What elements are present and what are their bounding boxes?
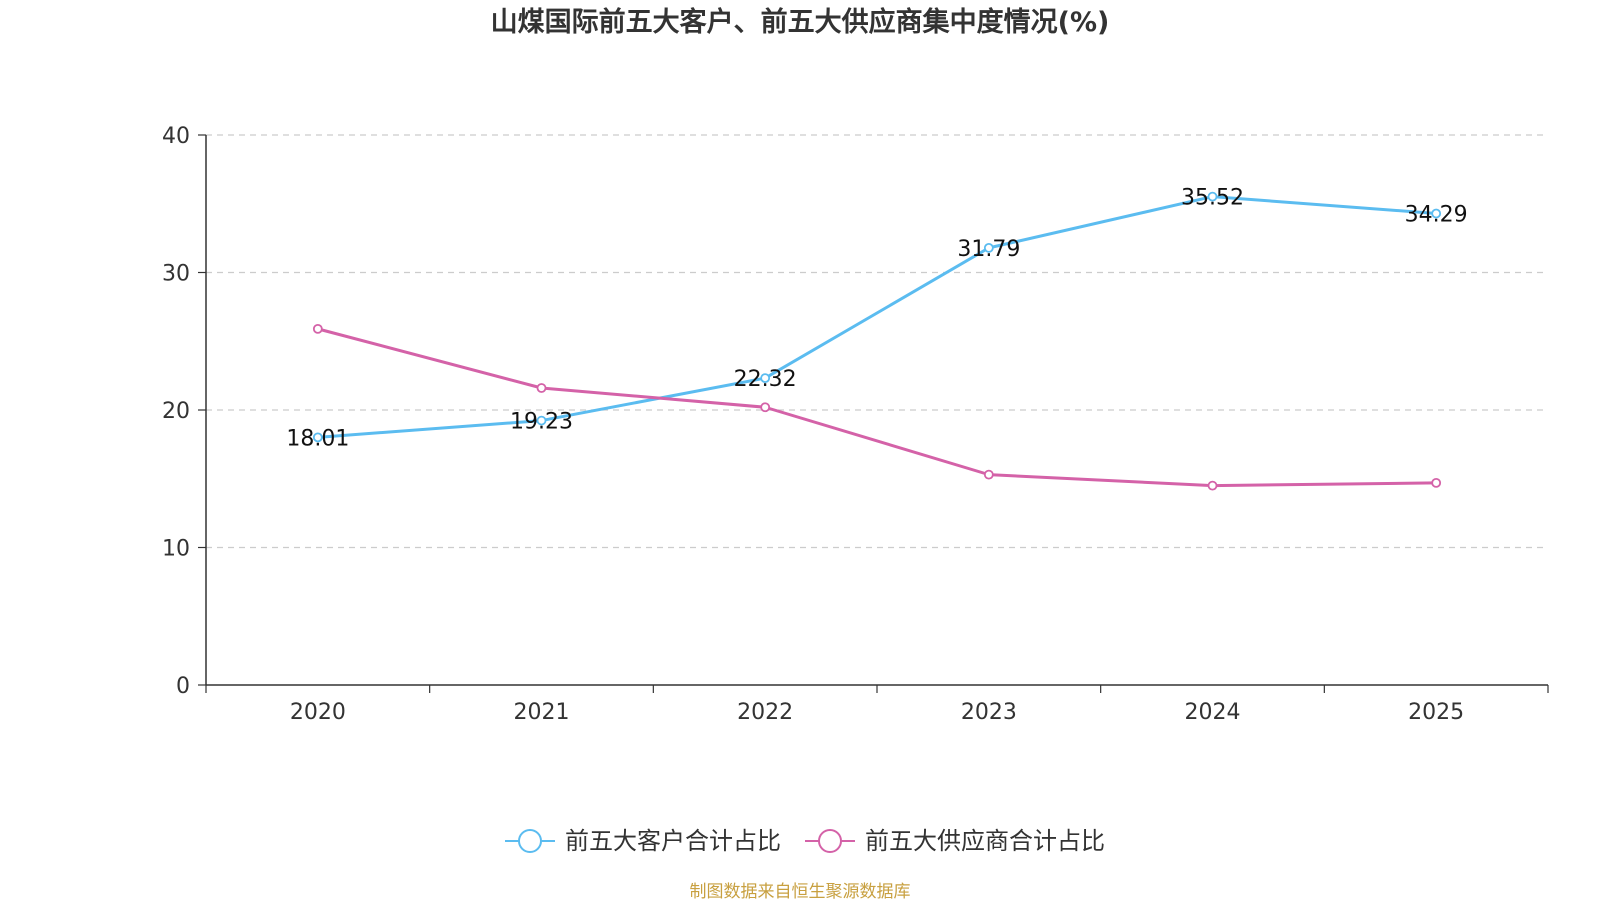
data-label: 19.23 xyxy=(510,410,573,435)
x-tick-label: 2023 xyxy=(961,700,1017,725)
data-label: 22.32 xyxy=(734,367,797,392)
legend-marker-customers xyxy=(518,829,542,853)
x-tick-label: 2022 xyxy=(737,700,793,725)
y-tick-label: 40 xyxy=(162,124,190,149)
data-label: 18.01 xyxy=(286,426,349,451)
data-point xyxy=(536,415,547,426)
series-line-1 xyxy=(317,327,1437,488)
legend-label-suppliers: 前五大供应商合计占比 xyxy=(865,827,1105,855)
x-tick-label: 2025 xyxy=(1408,700,1464,725)
legend-label-customers: 前五大客户合计占比 xyxy=(565,827,781,855)
data-label: 35.52 xyxy=(1181,186,1244,211)
data-point xyxy=(1207,191,1218,202)
data-point xyxy=(983,242,994,253)
series-group xyxy=(312,191,1442,491)
x-tick-label: 2020 xyxy=(290,700,346,725)
data-point xyxy=(312,323,323,334)
data-point xyxy=(760,402,771,413)
data-label: 34.29 xyxy=(1405,203,1468,228)
source-note: 制图数据来自恒生聚源数据库 xyxy=(690,882,911,900)
data-labels: 18.01 19.23 22.32 31.79 35.52 34.29 xyxy=(286,186,1467,452)
x-axis: 2020 2021 2022 2023 2024 2025 xyxy=(205,684,1549,725)
y-tick-label: 30 xyxy=(162,262,190,287)
data-point xyxy=(983,469,994,480)
data-point xyxy=(312,432,323,443)
data-point xyxy=(1207,480,1218,491)
series-line-0 xyxy=(317,195,1437,439)
x-tick-label: 2024 xyxy=(1185,700,1241,725)
data-point xyxy=(1431,477,1442,488)
legend-marker-suppliers xyxy=(818,829,842,853)
y-axis: 0 10 20 30 40 xyxy=(162,124,207,699)
data-point xyxy=(760,373,771,384)
legend-item-customers[interactable]: 前五大客户合计占比 xyxy=(505,827,781,855)
y-tick-label: 10 xyxy=(162,537,190,562)
y-tick-label: 20 xyxy=(162,399,190,424)
data-label: 31.79 xyxy=(957,237,1020,262)
x-tick-label: 2021 xyxy=(514,700,570,725)
grid-lines xyxy=(206,134,1548,549)
legend: 前五大客户合计占比 前五大供应商合计占比 xyxy=(505,827,1105,855)
legend-item-suppliers[interactable]: 前五大供应商合计占比 xyxy=(805,827,1105,855)
data-point xyxy=(536,383,547,393)
y-tick-label: 0 xyxy=(176,674,190,699)
chart-title: 山煤国际前五大客户、前五大供应商集中度情况(%) xyxy=(491,6,1110,38)
data-point xyxy=(1431,208,1442,219)
